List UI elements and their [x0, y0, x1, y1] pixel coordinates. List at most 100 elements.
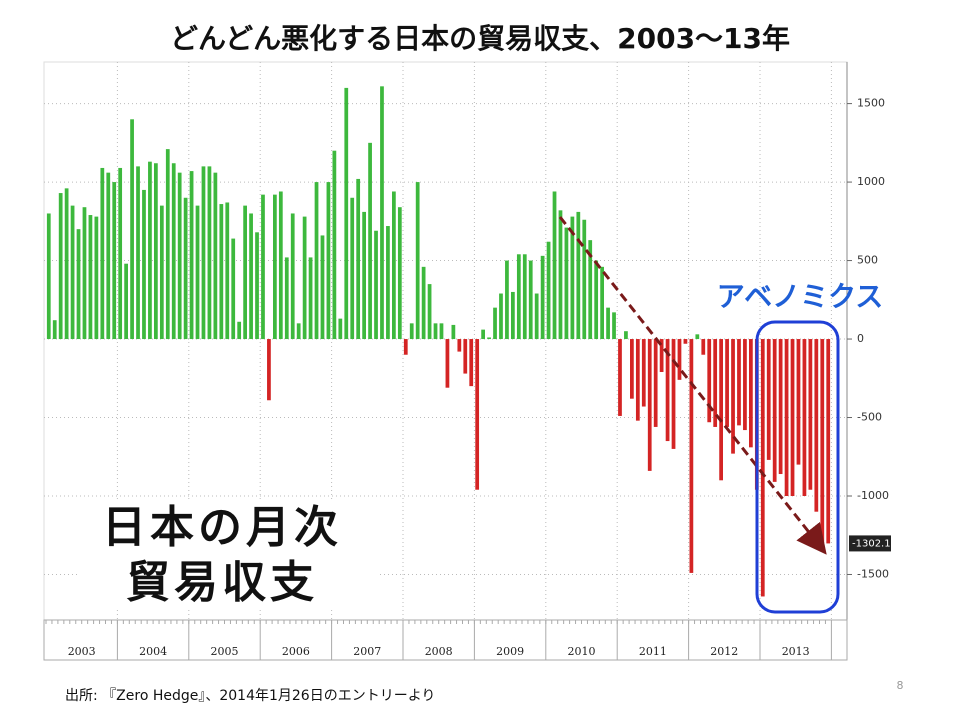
- bar: [124, 263, 128, 340]
- bar: [641, 339, 646, 407]
- bar: [296, 323, 301, 340]
- bar: [213, 172, 218, 340]
- bar: [618, 339, 622, 416]
- bar: [183, 197, 188, 340]
- bar: [374, 230, 378, 340]
- bar: [719, 339, 723, 481]
- bar: [635, 339, 640, 421]
- bar: [362, 211, 366, 340]
- bar: [314, 182, 319, 340]
- bar: [695, 334, 700, 340]
- bar: [237, 321, 242, 340]
- bar: [290, 213, 295, 340]
- bar: [630, 339, 634, 399]
- page-number: 8: [897, 679, 904, 692]
- y-tick-label: 500: [857, 254, 878, 267]
- bar: [94, 216, 99, 340]
- bar: [772, 339, 777, 482]
- bar: [475, 339, 480, 490]
- bar: [624, 331, 628, 340]
- y-tick-label: 1000: [857, 175, 885, 188]
- bar: [171, 163, 176, 340]
- x-tick-label: 2008: [425, 645, 453, 658]
- x-tick-label: 2004: [139, 645, 167, 658]
- bar: [284, 257, 289, 340]
- bar: [70, 205, 75, 340]
- bar: [511, 291, 515, 340]
- bar: [267, 339, 271, 401]
- bar: [796, 339, 801, 465]
- bar: [177, 172, 182, 340]
- bar: [612, 312, 616, 340]
- bar: [760, 339, 765, 597]
- label-bg: [78, 500, 378, 610]
- bar: [82, 207, 87, 340]
- bar: [802, 339, 807, 496]
- bar: [784, 339, 789, 496]
- bar: [814, 339, 819, 512]
- bar: [249, 213, 253, 340]
- bar: [386, 226, 390, 340]
- bar: [106, 172, 111, 340]
- bar: [707, 339, 712, 423]
- x-tick-label: 2013: [782, 645, 810, 658]
- bar: [88, 215, 93, 340]
- bar: [743, 339, 747, 431]
- bars: [46, 86, 831, 597]
- bar: [540, 255, 545, 340]
- bar: [189, 171, 194, 340]
- highlight-box: [755, 320, 840, 614]
- bar: [100, 167, 105, 340]
- bar: [219, 204, 224, 340]
- bar: [671, 339, 676, 449]
- bar: [505, 260, 509, 340]
- bar: [826, 339, 831, 544]
- bar: [499, 293, 503, 340]
- bar: [516, 254, 521, 340]
- bar: [731, 339, 735, 454]
- bar: [457, 339, 462, 352]
- bar: [302, 216, 307, 340]
- x-tick-label: 2011: [639, 645, 667, 658]
- bar: [647, 339, 652, 471]
- bar: [320, 235, 325, 340]
- trend-arrow: [558, 216, 827, 555]
- bar: [58, 193, 63, 340]
- bar: [255, 232, 259, 340]
- bar: [725, 339, 729, 427]
- chart-title: どんどん悪化する日本の貿易収支、2003〜13年: [170, 22, 790, 55]
- bar: [713, 339, 718, 427]
- bar: [582, 219, 587, 340]
- bar: [445, 339, 450, 388]
- bar: [308, 257, 313, 340]
- bar: [344, 87, 349, 340]
- chart-label: 日本の月次: [102, 502, 342, 553]
- bar: [564, 227, 569, 340]
- bar: [534, 293, 539, 340]
- bar: [487, 337, 491, 340]
- x-tick-label: 2012: [710, 645, 738, 658]
- bar: [159, 205, 164, 340]
- x-tick-label: 2005: [211, 645, 239, 658]
- bar: [76, 229, 81, 340]
- bar: [594, 260, 599, 340]
- bar: [231, 238, 236, 340]
- value-label-bg: [849, 535, 891, 552]
- bar: [683, 339, 688, 344]
- bar: [427, 284, 432, 340]
- bar: [130, 119, 134, 340]
- bar: [576, 211, 581, 340]
- bar: [451, 324, 456, 340]
- bar: [409, 323, 414, 340]
- bar: [737, 339, 741, 426]
- bar: [689, 339, 694, 573]
- bar: [778, 339, 783, 475]
- y-tick-label: 1500: [857, 97, 885, 110]
- bar: [522, 254, 527, 340]
- bar: [528, 260, 533, 340]
- bar: [546, 241, 551, 340]
- bar: [433, 323, 438, 340]
- bar: [136, 166, 140, 340]
- bar: [278, 191, 283, 340]
- bar: [421, 266, 426, 340]
